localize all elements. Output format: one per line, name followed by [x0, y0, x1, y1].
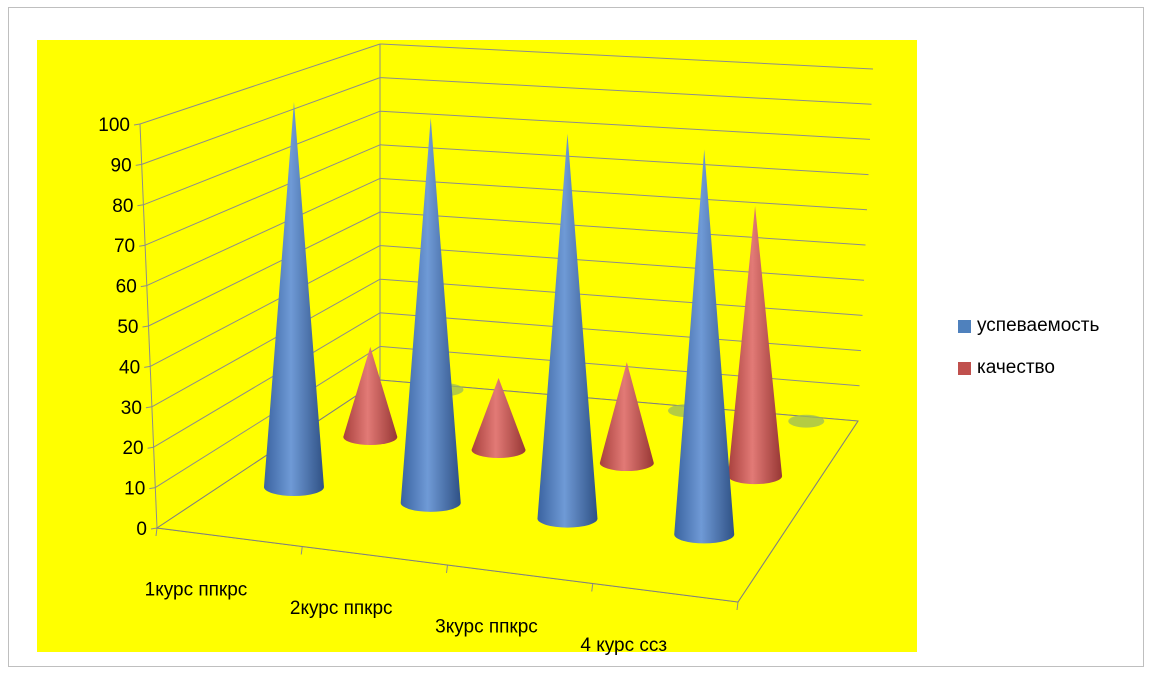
gridline-back-8	[379, 110, 871, 140]
gridline-left-4	[149, 245, 381, 367]
legend-label-series-2: качество	[977, 357, 1055, 378]
ytick-mark-10	[133, 123, 141, 126]
ytick-label-10: 100	[98, 115, 130, 136]
ytick-label-5: 50	[117, 317, 138, 338]
cone-s2-1	[471, 377, 526, 459]
gridline-back-3	[379, 278, 863, 316]
axis-labels: 0 10 20 30 40 50 60 70 80 90 100 1курс ппкрс 2курс п…	[98, 115, 667, 656]
gridline-left-5	[148, 211, 381, 327]
cone-s1-2	[537, 133, 598, 528]
ytick-mark-7	[139, 244, 146, 247]
gridline-back-5	[379, 211, 866, 246]
cone-s1-3	[674, 149, 735, 544]
ytick-label-7: 70	[114, 236, 135, 257]
chart-marks	[263, 102, 825, 544]
ytick-mark-6	[140, 285, 147, 288]
ytick-label-6: 60	[116, 277, 137, 298]
xtick-mark-1	[300, 546, 303, 555]
legend-swatch-series-1	[958, 319, 971, 333]
legend-item-series-2: качество	[958, 355, 1099, 381]
xtick-mark-2	[446, 564, 448, 574]
gridline-back-10	[379, 43, 874, 70]
ytick-mark-3	[145, 406, 152, 409]
xtick-label-2: 3курс ппкрс	[435, 616, 538, 637]
cone-s1-0	[263, 102, 324, 497]
gridline-left-2	[153, 312, 381, 448]
gridline-back-7	[379, 144, 869, 176]
xtick-label-0: 1курс ппкрс	[145, 579, 248, 600]
ytick-label-1: 10	[124, 479, 145, 500]
ytick-mark-5	[142, 325, 149, 328]
gridline-back-9	[379, 77, 872, 105]
cone-s1-1	[400, 117, 461, 512]
gridline-back-1	[379, 345, 860, 387]
xtick-label-3: 4 курс ссз	[580, 635, 667, 656]
xtick-mark-0	[155, 527, 158, 537]
ytick-mark-8	[137, 204, 144, 207]
gridline-left-3	[151, 278, 381, 408]
ytick-label-4: 40	[119, 357, 140, 378]
gridline-left-6	[146, 177, 381, 287]
gridline-left-7	[144, 144, 381, 246]
legend-swatch-series-2	[958, 361, 971, 375]
legend: успеваемость качество	[958, 313, 1099, 397]
gridlines	[139, 43, 874, 529]
xtick-label-1: 2курс ппкрс	[290, 598, 393, 619]
cone-s2-2	[599, 362, 654, 472]
ytick-label-9: 90	[111, 155, 132, 176]
legend-item-series-1: успеваемость	[958, 313, 1099, 339]
cone-s3-3	[788, 414, 825, 428]
cone-s2-3	[728, 206, 783, 485]
gridline-back-4	[379, 245, 865, 281]
gridline-left-10	[139, 43, 381, 125]
gridline-left-1	[155, 345, 381, 489]
ytick-label-0: 0	[136, 519, 147, 540]
ytick-mark-2	[147, 446, 154, 449]
xtick-mark-4	[736, 601, 739, 611]
ytick-mark-4	[144, 365, 151, 368]
ytick-label-8: 80	[112, 196, 133, 217]
gridline-back-2	[379, 312, 862, 352]
ytick-label-3: 30	[121, 398, 142, 419]
legend-label-series-1: успеваемость	[977, 315, 1100, 336]
cone-s2-0	[343, 346, 398, 445]
ytick-label-2: 20	[122, 438, 143, 459]
xtick-mark-3	[591, 583, 594, 592]
ytick-mark-9	[135, 163, 142, 166]
gridline-left-8	[143, 110, 381, 206]
ytick-mark-1	[149, 487, 156, 490]
gridline-left-9	[141, 77, 381, 165]
gridline-back-6	[379, 177, 868, 211]
